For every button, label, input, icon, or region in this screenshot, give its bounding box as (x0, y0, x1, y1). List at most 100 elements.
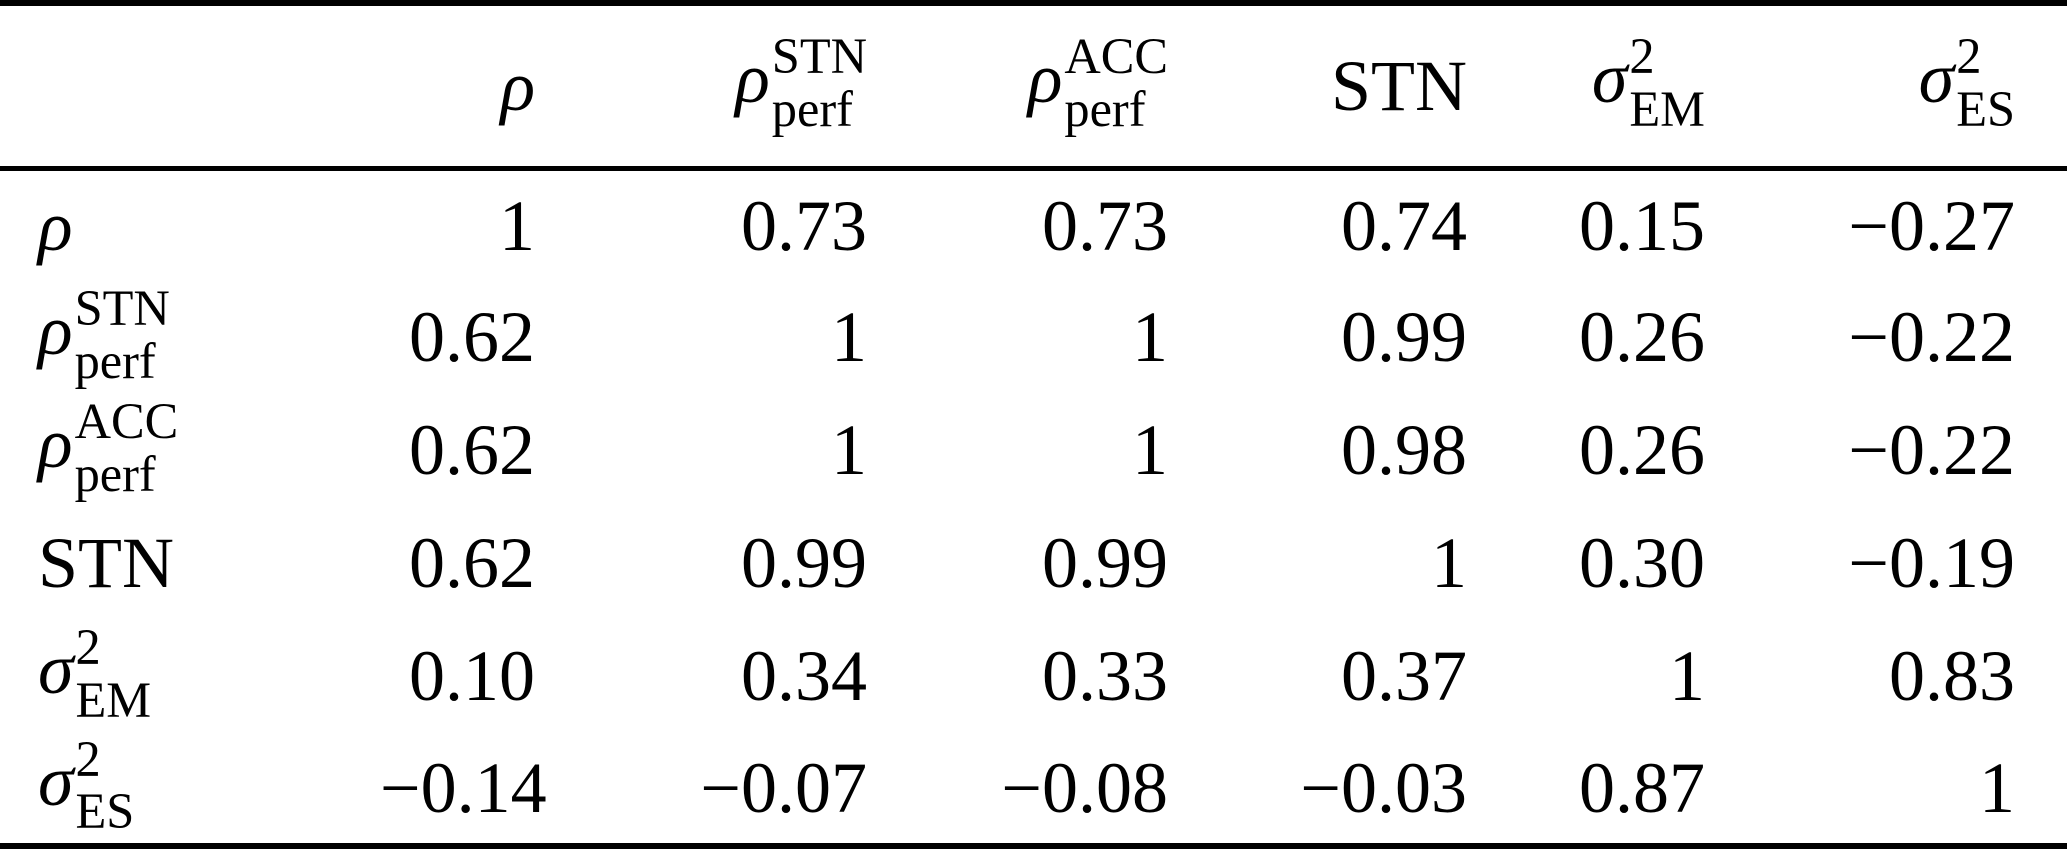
symbol-base: ρ (500, 45, 535, 126)
symbol-supsub: ACC perf (75, 395, 179, 500)
table-cell: 1 (831, 297, 867, 378)
table-cell: 0.74 (1341, 185, 1467, 266)
table-cell: 1 (1669, 636, 1705, 717)
table-cell: 0.26 (1579, 410, 1705, 491)
column-header-ρ-stn-perf: ρ STN perf (535, 3, 867, 171)
math-symbol: ρ ACC perf (38, 395, 178, 500)
symbol-supsub: 2 EM (76, 621, 152, 726)
math-symbol: σ 2 EM (1591, 30, 1705, 135)
symbol-base: σ (1591, 38, 1628, 119)
table-row: STN 0.62 0.99 0.99 1 0.30 −0.19 (0, 507, 2067, 620)
symbol-superscript: STN (771, 28, 867, 85)
symbol-superscript: ACC (74, 393, 179, 450)
row-label: ρ (0, 168, 380, 281)
table-cell: 0.99 (1341, 297, 1467, 378)
table-cell: 0.37 (1341, 636, 1467, 717)
table-cell: −0.27 (1848, 185, 2015, 266)
symbol-supsub: STN perf (75, 282, 170, 387)
math-symbol: σ 2 ES (38, 732, 134, 837)
table-cell: 0.34 (741, 636, 867, 717)
symbol-base: ρ (38, 403, 73, 484)
math-symbol: ρ STN perf (38, 282, 170, 387)
table-cell: 0.62 (409, 410, 535, 491)
symbol-base: STN (38, 523, 175, 604)
symbol-base: ρ (38, 185, 73, 266)
math-symbol: STN (1331, 46, 1467, 126)
table-cell: 0.98 (1341, 410, 1467, 491)
symbol-subscript: perf (771, 80, 853, 137)
symbol-superscript: ACC (1064, 28, 1168, 85)
row-label: ρ ACC perf (0, 394, 380, 507)
table-row: ρ ACC perf 0.62 1 1 0.98 0.26 −0.22 (0, 394, 2067, 507)
symbol-supsub: 2 ES (75, 730, 135, 838)
table-cell: 0.26 (1579, 297, 1705, 378)
math-symbol: σ 2 ES (1918, 30, 2015, 135)
math-symbol: STN (38, 523, 174, 603)
symbol-superscript: 2 (75, 730, 101, 787)
column-header-σ-2-em: σ 2 EM (1467, 3, 1705, 171)
table-cell: −0.08 (1001, 747, 1168, 828)
symbol-subscript: EM (75, 671, 152, 728)
column-header-ρ: ρ (380, 3, 535, 171)
symbol-base: ρ (1027, 38, 1063, 119)
math-symbol: ρ ACC perf (1027, 30, 1168, 135)
table-cell: 0.87 (1579, 747, 1705, 828)
symbol-supsub: 2 EM (1629, 30, 1705, 135)
table-cell: 1 (1132, 297, 1168, 378)
symbol-subscript: perf (1064, 80, 1146, 137)
math-symbol: ρ STN perf (735, 30, 867, 135)
table-cell: −0.14 (380, 747, 547, 828)
table-cell: 1 (1132, 410, 1168, 491)
table-cell: −0.22 (1848, 410, 2015, 491)
symbol-subscript: ES (1956, 80, 2015, 137)
symbol-superscript: 2 (1629, 28, 1655, 85)
table-cell: 1 (831, 410, 867, 491)
symbol-superscript: 2 (1956, 28, 1982, 85)
table-cell: 0.10 (409, 636, 535, 717)
symbol-subscript: EM (1629, 80, 1705, 137)
row-label: σ 2 ES (0, 732, 380, 846)
table-cell: 0.62 (409, 523, 535, 604)
symbol-base: σ (1918, 38, 1955, 119)
table-cell: −0.19 (1848, 523, 2015, 604)
symbol-superscript: STN (74, 280, 170, 337)
table-cell: −0.22 (1848, 297, 2015, 378)
symbol-base: σ (38, 629, 74, 710)
math-symbol: ρ (500, 46, 535, 126)
table-row: ρ 1 0.73 0.73 0.74 0.15 −0.27 (0, 168, 2067, 281)
table-cell: 0.99 (741, 523, 867, 604)
column-header-ρ-acc-perf: ρ ACC perf (867, 3, 1168, 171)
symbol-supsub: 2 ES (1956, 30, 2015, 135)
table-cell: 0.33 (1042, 636, 1168, 717)
table-cell: −0.03 (1300, 747, 1467, 828)
math-symbol: σ 2 EM (38, 621, 151, 726)
symbol-base: σ (38, 740, 74, 821)
table-cell: 0.15 (1579, 185, 1705, 266)
table-cell: 1 (1431, 523, 1467, 604)
table-cell: 1 (499, 185, 535, 266)
header-row: ρ ρ STN perf ρ ACC perf STN σ 2 EM σ 2 ES (0, 3, 2067, 171)
symbol-base: STN (1330, 45, 1467, 126)
row-label: STN (0, 507, 380, 620)
table-cell: 0.99 (1042, 523, 1168, 604)
table-row: σ 2 EM 0.10 0.34 0.33 0.37 1 0.83 (0, 620, 2067, 733)
table-row: ρ STN perf 0.62 1 1 0.99 0.26 −0.22 (0, 281, 2067, 394)
corner-cell (0, 3, 380, 171)
table-cell: 0.62 (409, 297, 535, 378)
table-cell: −0.07 (700, 747, 867, 828)
correlation-table: ρ ρ STN perf ρ ACC perf STN σ 2 EM σ 2 ES ρ 1 0.73 0.73 0… (0, 0, 2067, 849)
math-symbol: ρ (38, 186, 73, 266)
symbol-supsub: ACC perf (1064, 30, 1168, 135)
table-row: σ 2 ES −0.14 −0.07 −0.08 −0.03 0.87 1 (0, 732, 2067, 846)
table-cell: 0.73 (1042, 185, 1168, 266)
column-header-stn: STN (1168, 3, 1467, 171)
symbol-superscript: 2 (75, 619, 101, 676)
symbol-subscript: perf (74, 445, 156, 502)
table-cell: 1 (1979, 747, 2015, 828)
symbol-subscript: perf (74, 332, 156, 389)
symbol-base: ρ (735, 38, 770, 119)
row-label: σ 2 EM (0, 620, 380, 733)
table-cell: 0.30 (1579, 523, 1705, 604)
table-cell: 0.83 (1889, 636, 2015, 717)
